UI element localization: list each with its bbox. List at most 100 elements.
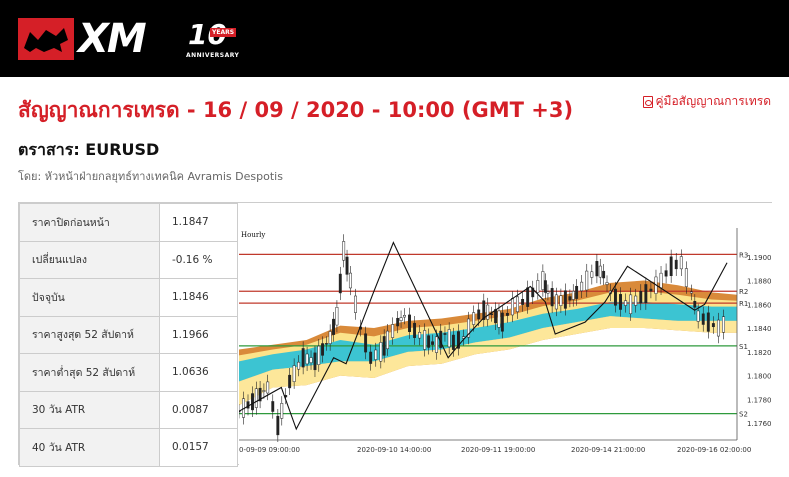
candle-body [619, 294, 622, 310]
candle-body [634, 295, 638, 306]
y-tick-label: 1.1760 [747, 420, 772, 428]
candle-body [379, 342, 383, 362]
page-title: สัญญาณการเทรด - 16 / 09 / 2020 - 10:00 (… [18, 98, 574, 122]
author-line: โดย: หัวหน้าฝ่ายกลยุทธ์ทางเทคนิค Avramis… [18, 170, 283, 183]
candle-body [536, 280, 540, 293]
candle-body [602, 270, 606, 279]
candle-body [684, 268, 688, 287]
candle-body [674, 259, 678, 270]
candle-body [563, 290, 567, 309]
stat-value: 1.1966 [159, 315, 238, 354]
candle-body [505, 312, 509, 316]
level-label-r3: R3 [739, 251, 748, 259]
candle-body [605, 282, 609, 285]
candle-body [689, 291, 693, 294]
candle-body [391, 324, 395, 338]
stat-label: ราคาปิดก่อนหน้า [19, 203, 160, 242]
candle-body [280, 403, 284, 419]
signal-panel: ราคาปิดก่อนหน้า 1.1847 เปลี่ยนแปลง -0.16 % ป… [18, 202, 772, 467]
y-tick-label: 1.1860 [747, 301, 772, 309]
candle-body [271, 401, 275, 412]
candle-body [585, 270, 589, 291]
candle-body [716, 319, 720, 337]
candle-body [251, 393, 254, 411]
candle-body [338, 273, 342, 294]
stat-label: 40 วัน ATR [19, 428, 160, 467]
stat-label: ราคาต่ำสุด 52 สัปดาห์ [19, 353, 160, 392]
candle-body [486, 304, 490, 320]
candle-body [374, 349, 378, 360]
candle-body [696, 310, 700, 322]
candle-body [364, 333, 368, 353]
x-tick-label: 2020-09-14 21:00:00 [571, 446, 645, 454]
stats-row: 40 วัน ATR 0.0157 [19, 428, 238, 467]
instrument-title: ตราสาร: EURUSD [18, 140, 160, 159]
candle-body [494, 309, 498, 324]
candle-body [701, 313, 705, 325]
candle-body [644, 284, 648, 303]
candle-body [262, 390, 266, 392]
candle-body [354, 295, 357, 313]
candle-body [254, 388, 258, 408]
candle-body [516, 296, 519, 312]
stat-value: 0.0087 [159, 390, 238, 429]
level-label-s2: S2 [739, 411, 748, 419]
candle-body [435, 336, 438, 353]
candle-body [541, 271, 545, 290]
candle-body [408, 314, 411, 332]
chart-title: Hourly [241, 231, 265, 239]
y-tick-label: 1.1840 [747, 325, 772, 333]
stat-value: 1.1847 [159, 203, 238, 242]
stats-row: 30 วัน ATR 0.0087 [19, 390, 238, 429]
zigzag-line [239, 241, 728, 431]
candle-body [711, 323, 715, 328]
anniversary-label: ANNIVERSARY [186, 52, 240, 59]
candle-body [467, 318, 471, 338]
candle-body [301, 348, 305, 368]
xm-logo[interactable]: XM 10 YEARS ANNIVERSARY [18, 14, 248, 64]
guide-link[interactable]: คู่มือสัญญาณการเทรด [642, 92, 772, 111]
level-label-r2: R2 [739, 288, 748, 296]
candle-body [595, 261, 599, 277]
candle-body [580, 281, 584, 292]
y-tick-label: 1.1800 [747, 373, 772, 381]
candle-body [443, 333, 447, 335]
candle-body [313, 352, 317, 371]
x-tick-label: 2020-09-16 02:00:00 [677, 446, 751, 454]
candle-body [598, 265, 602, 278]
stat-label: เปลี่ยนแปลง [19, 240, 160, 279]
candle-body [418, 332, 422, 339]
y-tick-label: 1.1780 [747, 396, 772, 404]
x-tick-label: 2020-09-11 19:00:00 [461, 446, 535, 454]
stats-row: ราคาต่ำสุด 52 สัปดาห์ 1.0636 [19, 353, 238, 392]
candle-body [482, 300, 486, 320]
candle-body [568, 296, 572, 301]
pdf-icon [642, 95, 653, 108]
candle-body [511, 298, 514, 316]
stats-row: ปัจจุบัน 1.1846 [19, 278, 238, 317]
candle-body [396, 317, 400, 327]
candle-body [614, 288, 617, 306]
candle-body [342, 241, 346, 261]
candle-body [324, 343, 328, 345]
candle-body [386, 330, 390, 350]
candle-body [550, 288, 554, 307]
candle-body [266, 381, 270, 394]
candle-body [706, 312, 710, 332]
level-label-r1: R1 [739, 300, 748, 308]
level-label-s1: S1 [739, 343, 748, 351]
candle-body [332, 318, 335, 335]
logo-text: XM [78, 16, 147, 62]
candle-body [413, 322, 417, 338]
guide-link-label: คู่มือสัญญาณการเทรด [655, 94, 772, 108]
candle-body [447, 329, 451, 348]
candle-body [659, 272, 663, 289]
inner-band [239, 301, 737, 382]
candle-body [382, 336, 386, 356]
candle-body [639, 291, 643, 304]
candle-body [402, 315, 406, 318]
candle-body [309, 357, 313, 363]
candle-body [472, 312, 476, 325]
candle-body [239, 410, 241, 413]
candle-body [431, 341, 435, 345]
